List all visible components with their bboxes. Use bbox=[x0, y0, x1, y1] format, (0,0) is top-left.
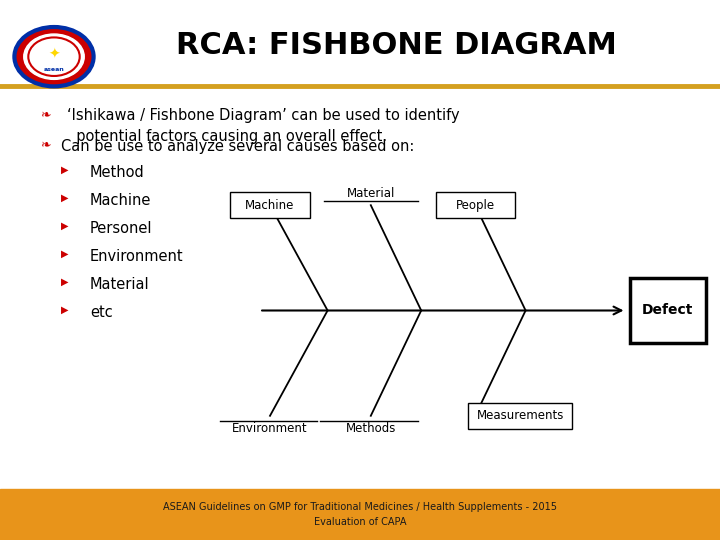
Text: Defect: Defect bbox=[642, 303, 693, 318]
Text: Personel: Personel bbox=[90, 221, 153, 236]
Text: RCA: FISHBONE DIAGRAM: RCA: FISHBONE DIAGRAM bbox=[176, 31, 616, 60]
Circle shape bbox=[24, 34, 84, 79]
Circle shape bbox=[14, 27, 94, 86]
FancyBboxPatch shape bbox=[436, 192, 515, 218]
Text: ✦: ✦ bbox=[48, 48, 60, 62]
Text: People: People bbox=[456, 199, 495, 212]
Text: Can be use to analyze several causes based on:: Can be use to analyze several causes bas… bbox=[61, 139, 415, 154]
Text: ▶: ▶ bbox=[61, 221, 68, 231]
Text: ▶: ▶ bbox=[61, 305, 68, 315]
Text: Measurements: Measurements bbox=[477, 409, 564, 422]
Text: ▶: ▶ bbox=[61, 193, 68, 203]
Text: Environment: Environment bbox=[232, 422, 308, 435]
Text: asean: asean bbox=[44, 66, 64, 72]
Text: ‘Ishikawa / Fishbone Diagram’ can be used to identify
  potential factors causin: ‘Ishikawa / Fishbone Diagram’ can be use… bbox=[67, 108, 459, 144]
Text: Methods: Methods bbox=[346, 422, 396, 435]
FancyBboxPatch shape bbox=[630, 278, 706, 343]
Text: ▶: ▶ bbox=[61, 165, 68, 175]
Text: Material: Material bbox=[346, 187, 395, 200]
Text: Method: Method bbox=[90, 165, 145, 180]
Text: Machine: Machine bbox=[246, 199, 294, 212]
FancyBboxPatch shape bbox=[468, 403, 572, 429]
Text: ▶: ▶ bbox=[61, 277, 68, 287]
Text: etc: etc bbox=[90, 305, 113, 320]
Text: Environment: Environment bbox=[90, 249, 184, 264]
Bar bbox=[0, 489, 720, 540]
Text: ASEAN Guidelines on GMP for Traditional Medicines / Health Supplements - 2015
Ev: ASEAN Guidelines on GMP for Traditional … bbox=[163, 502, 557, 526]
Text: Machine: Machine bbox=[90, 193, 151, 208]
FancyBboxPatch shape bbox=[230, 192, 310, 218]
Text: ❧: ❧ bbox=[40, 139, 50, 152]
Text: Material: Material bbox=[90, 277, 150, 292]
Text: ❧: ❧ bbox=[40, 108, 50, 121]
Text: ▶: ▶ bbox=[61, 249, 68, 259]
